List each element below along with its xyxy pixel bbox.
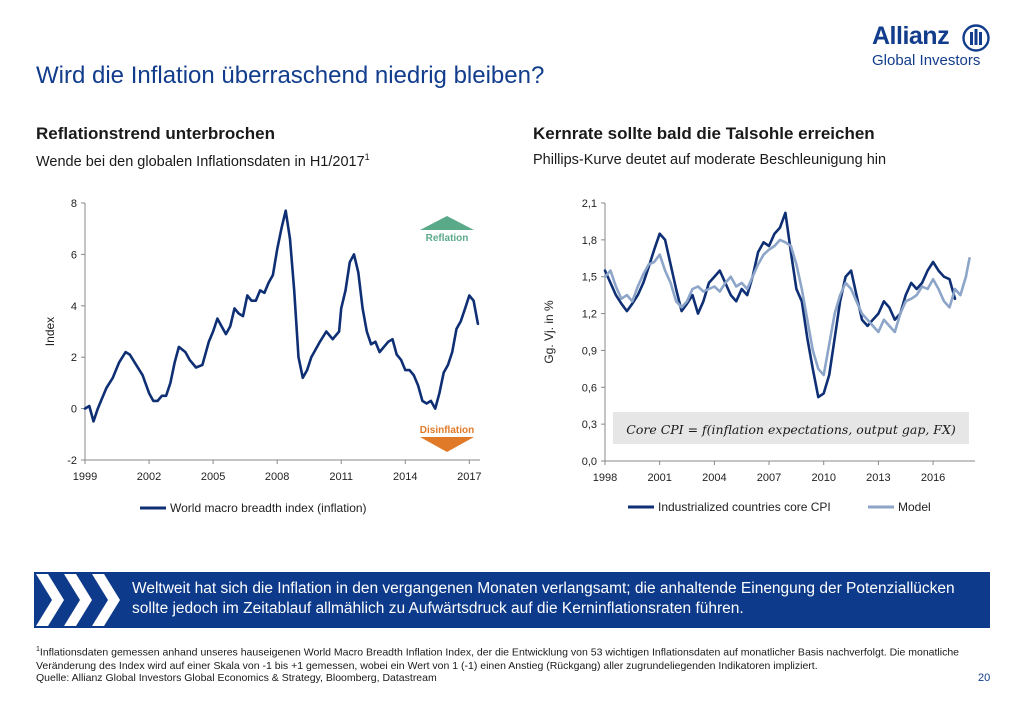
x-tick-label: 2010 — [811, 472, 835, 484]
y-tick-label: 0,9 — [582, 345, 597, 357]
phillips-formula: Core CPI = f(inflation expectations, out… — [626, 422, 956, 437]
x-tick-label: 2002 — [137, 471, 161, 483]
y-tick-label: 0 — [71, 404, 77, 416]
x-tick-label: 2004 — [702, 472, 726, 484]
y-tick-label: 1,8 — [582, 235, 597, 247]
x-tick-label: 2007 — [757, 472, 781, 484]
footnote-number: 1 — [36, 646, 40, 653]
y-tick-label: 4 — [71, 301, 77, 313]
y-tick-label: 0,3 — [582, 419, 597, 431]
banner-text: Weltweit hat sich die Inflation in den v… — [132, 580, 955, 617]
page-number: 20 — [978, 672, 991, 684]
left-heading: Reflationstrend unterbrochen — [36, 124, 275, 143]
left-subheading: Wende bei den globalen Inflationsdaten i… — [36, 152, 370, 170]
y-tick-label: 8 — [71, 198, 77, 210]
series-line-2 — [603, 238, 971, 377]
y-tick-label: 6 — [71, 249, 77, 261]
y-tick-label: 2 — [71, 352, 77, 364]
x-tick-label: 1999 — [73, 471, 97, 483]
y-tick-label: 2,1 — [582, 198, 597, 210]
inflation-breadth-chart: -2 0 2 4 6 8 1999 2002 2005 2008 2011 2014 2017 Index… — [43, 198, 482, 515]
disinflation-label: Disinflation — [420, 425, 474, 436]
core-cpi-chart: 0,0 0,3 0,6 0,9 1,2 1,5 1,8 2,1 1998 2001 2004 2007… — [542, 198, 975, 514]
x-tick-label: 2014 — [393, 471, 417, 483]
y-axis-label: Gg. Vj. in % — [542, 300, 556, 364]
allianz-logo: Allianz Global Investors — [872, 22, 990, 74]
key-message-banner: Weltweit hat sich die Inflation in den v… — [34, 572, 990, 628]
reflation-arrow: Reflation — [420, 216, 474, 244]
x-tick-label: 2011 — [329, 471, 353, 483]
legend-entry: Industrialized countries core CPI — [658, 500, 831, 514]
series-line-1 — [603, 211, 957, 399]
right-subheading: Phillips-Kurve deutet auf moderate Besch… — [533, 152, 887, 168]
legend-entry: Model — [898, 500, 931, 514]
legend-entry: World macro breadth index (inflation) — [170, 501, 367, 515]
allianz-eagle-icon — [962, 24, 990, 52]
footnote-marker: 1 — [364, 152, 370, 162]
y-tick-label: 1,2 — [582, 309, 597, 321]
right-heading: Kernrate sollte bald die Talsohle erreic… — [533, 124, 875, 143]
x-tick-label: 2008 — [265, 471, 289, 483]
source-note: Quelle: Allianz Global Investors Global … — [36, 672, 437, 684]
y-tick-label: 0,0 — [582, 456, 597, 468]
footnote: 1Inflationsdaten gemessen anhand unseres… — [36, 646, 960, 672]
reflation-label: Reflation — [426, 233, 469, 244]
x-tick-label: 2013 — [866, 472, 890, 484]
series-line-1 — [83, 209, 480, 423]
chevron-arrows-icon — [36, 574, 120, 626]
y-axis-label: Index — [43, 317, 57, 346]
logo-name: Allianz — [872, 22, 950, 50]
x-tick-label: 2017 — [457, 471, 481, 483]
x-tick-label: 2005 — [201, 471, 225, 483]
formula-box — [613, 412, 969, 444]
y-tick-label: 1,5 — [582, 272, 597, 284]
page-title: Wird die Inflation überraschend niedrig … — [36, 62, 545, 89]
x-tick-label: 2016 — [921, 472, 945, 484]
x-tick-label: 1998 — [593, 472, 617, 484]
logo-subtitle: Global Investors — [872, 52, 981, 69]
x-tick-label: 2001 — [647, 472, 671, 484]
y-tick-label: -2 — [67, 455, 77, 467]
y-tick-label: 0,6 — [582, 382, 597, 394]
disinflation-arrow: Disinflation — [420, 425, 474, 452]
